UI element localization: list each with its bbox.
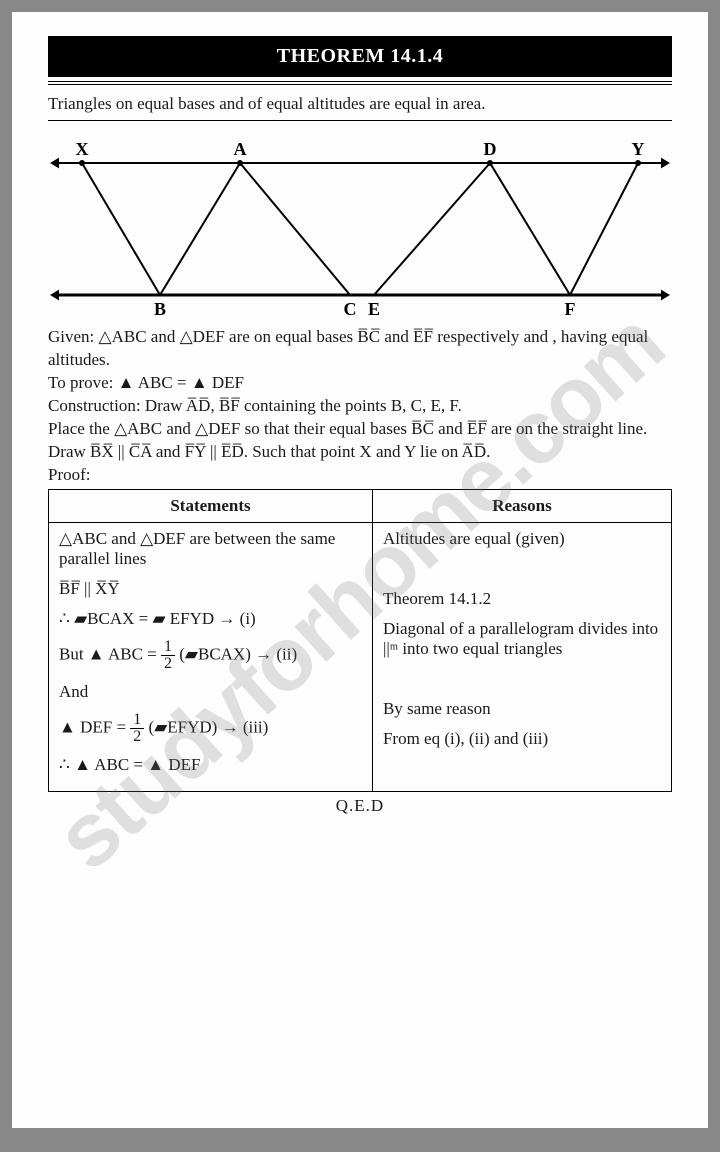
statements-cell: △ABC and △DEF are between the same paral… (49, 522, 373, 791)
proof-label: Proof: (48, 464, 672, 487)
col-reasons: Reasons (372, 489, 671, 522)
to-prove-label: To prove: (48, 373, 113, 392)
svg-text:Y: Y (632, 139, 645, 159)
page: THEOREM 14.1.4 Triangles on equal bases … (12, 12, 708, 1128)
theorem-statement: Triangles on equal bases and of equal al… (48, 93, 672, 116)
svg-text:X: X (76, 139, 89, 159)
theorem-banner: THEOREM 14.1.4 (48, 36, 672, 77)
construction-text: Draw A̅D̅, B̅F̅ containing the points B,… (145, 396, 462, 415)
double-rule (48, 81, 672, 85)
rule (48, 120, 672, 121)
construction-label: Construction: (48, 396, 141, 415)
given-text: Given: △ABC and △DEF are on equal bases … (48, 326, 672, 372)
qed: Q.E.D (48, 796, 672, 816)
svg-text:C: C (344, 299, 357, 315)
svg-text:B: B (154, 299, 166, 315)
svg-text:E: E (368, 299, 380, 315)
svg-text:D: D (484, 139, 497, 159)
geometry-figure: X A D Y B CE F (48, 135, 672, 315)
svg-text:F: F (565, 299, 576, 315)
col-statements: Statements (49, 489, 373, 522)
theorem-title: THEOREM 14.1.4 (277, 45, 443, 67)
construction: Construction: Draw A̅D̅, B̅F̅ containing… (48, 395, 672, 418)
to-prove-expr: ▲ ABC = ▲ DEF (118, 373, 244, 392)
proof-table: Statements Reasons △ABC and △DEF are bet… (48, 489, 672, 792)
reasons-cell: Altitudes are equal (given) Theorem 14.1… (372, 522, 671, 791)
placement-text: Place the △ABC and △DEF so that their eq… (48, 418, 672, 464)
to-prove: To prove: ▲ ABC = ▲ DEF (48, 372, 672, 395)
svg-text:A: A (234, 139, 247, 159)
